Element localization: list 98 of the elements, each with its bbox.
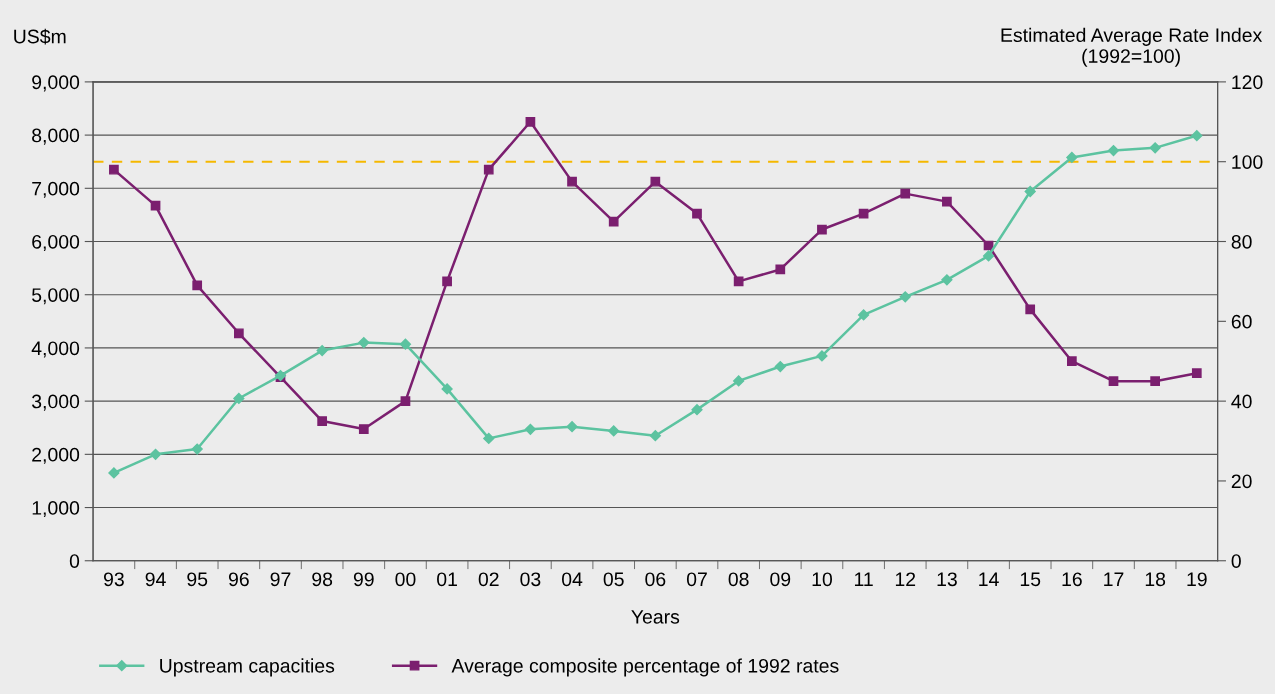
point xyxy=(1108,376,1119,387)
point xyxy=(566,421,578,433)
point xyxy=(316,344,328,357)
point xyxy=(233,328,244,339)
point xyxy=(233,392,245,405)
point xyxy=(1191,130,1203,142)
x-tick-label: 04 xyxy=(562,572,583,587)
point xyxy=(733,276,744,287)
y2-tick-label: 0 xyxy=(1231,554,1241,568)
y-tick-label: 2,000 xyxy=(32,447,80,464)
point xyxy=(524,423,537,435)
y-tick-label: 6,000 xyxy=(32,234,80,252)
point xyxy=(774,360,786,373)
y2-tick-label: 100 xyxy=(1232,155,1263,169)
x-tick-label: 08 xyxy=(728,572,749,587)
point xyxy=(191,443,203,455)
x-tick-label: 10 xyxy=(812,572,832,587)
point xyxy=(358,424,369,434)
x-tick-label: 97 xyxy=(270,572,291,587)
x-tick-label: 06 xyxy=(645,572,666,587)
y-tick-label: 4,000 xyxy=(31,341,80,358)
x-tick-label: 13 xyxy=(937,572,957,587)
x-tick-label: 03 xyxy=(520,572,541,587)
point xyxy=(483,164,494,175)
point xyxy=(192,280,203,291)
y-tick-label: 5,000 xyxy=(32,288,80,305)
x-tick-label: 94 xyxy=(145,572,166,587)
point xyxy=(317,416,328,426)
y2-tick-label: 60 xyxy=(1231,314,1252,329)
point xyxy=(1025,304,1036,315)
y2-tick-label: 40 xyxy=(1231,394,1252,409)
point xyxy=(982,250,995,262)
y-tick-label: 7,000 xyxy=(32,181,80,198)
x-tick-label: 02 xyxy=(478,572,499,587)
point xyxy=(149,448,162,460)
x-tick-label: 96 xyxy=(228,572,249,587)
point xyxy=(1149,142,1161,154)
x-tick-label: 95 xyxy=(187,572,208,587)
point xyxy=(941,274,953,286)
legend-label: Upstream capacities xyxy=(160,658,335,677)
legend-label: Average composite percentage of 1992 rates xyxy=(451,658,839,677)
y-axis-title: US$m xyxy=(14,28,66,45)
point xyxy=(942,196,952,207)
x-tick-label: 14 xyxy=(979,572,999,586)
point xyxy=(483,432,495,444)
point xyxy=(358,336,370,349)
x-tick-label: 15 xyxy=(1020,572,1041,587)
y-tick-label: 8,000 xyxy=(32,128,80,145)
point xyxy=(1107,144,1120,157)
x-tick-label: 11 xyxy=(854,572,873,586)
x-axis-title: Years xyxy=(631,610,680,624)
x-tick-label: 00 xyxy=(395,572,416,587)
point xyxy=(816,350,828,362)
point xyxy=(692,208,702,219)
point xyxy=(1150,376,1161,387)
point xyxy=(817,224,827,235)
point xyxy=(1066,356,1077,367)
point xyxy=(442,276,452,287)
point xyxy=(691,404,703,416)
point xyxy=(1066,151,1078,164)
y-tick-label: 0 xyxy=(69,554,80,568)
y2-tick-label: 20 xyxy=(1231,474,1252,489)
point xyxy=(1024,185,1036,198)
y-tick-label: 3,000 xyxy=(31,394,80,411)
point xyxy=(108,467,120,479)
point xyxy=(109,164,119,175)
point xyxy=(733,375,745,387)
x-tick-label: 93 xyxy=(104,572,124,587)
point xyxy=(899,291,911,303)
point xyxy=(857,309,870,321)
x-tick-label: 05 xyxy=(603,572,624,587)
y2-tick-label: 80 xyxy=(1231,234,1252,249)
x-tick-label: 12 xyxy=(895,572,916,586)
point xyxy=(399,338,412,350)
x-tick-label: 98 xyxy=(312,572,333,587)
x-tick-label: 09 xyxy=(770,572,791,587)
point xyxy=(1191,368,1202,379)
point xyxy=(900,188,911,199)
point xyxy=(525,116,536,127)
y-tick-label: 1,000 xyxy=(32,501,80,518)
point xyxy=(567,176,577,187)
x-tick-label: 99 xyxy=(353,572,374,587)
y2-tick-label: 120 xyxy=(1232,75,1263,90)
x-tick-label: 16 xyxy=(1062,572,1082,587)
y-tick-label: 9,000 xyxy=(32,75,80,92)
point xyxy=(650,176,661,187)
point xyxy=(400,396,411,406)
point xyxy=(608,216,619,227)
x-tick-label: 07 xyxy=(686,572,707,587)
x-tick-label: 01 xyxy=(437,572,457,587)
y2-axis-title: Estimated Average Rate Index (1992=100) xyxy=(1001,27,1263,67)
point xyxy=(775,264,786,275)
point xyxy=(649,430,661,442)
x-tick-label: 19 xyxy=(1187,572,1207,587)
x-tick-label: 18 xyxy=(1145,572,1166,587)
x-tick-label: 17 xyxy=(1104,572,1124,586)
point xyxy=(441,383,453,395)
point xyxy=(608,425,620,437)
